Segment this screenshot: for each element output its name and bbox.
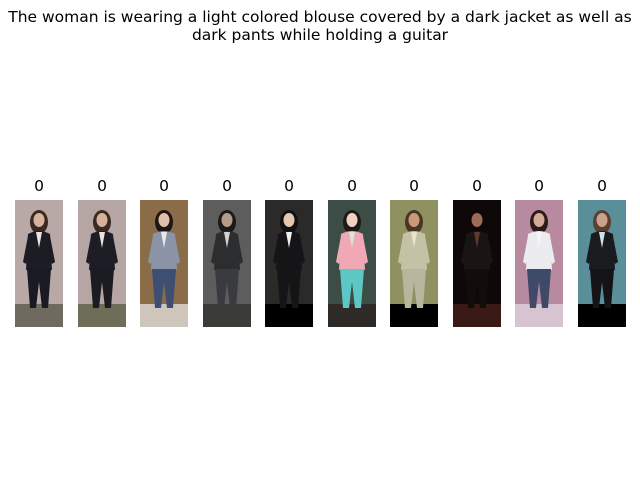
result-image bbox=[453, 200, 501, 327]
person-thumbnail bbox=[453, 200, 501, 327]
result-score: 0 bbox=[597, 177, 607, 195]
result-score: 0 bbox=[222, 177, 232, 195]
person-thumbnail bbox=[578, 200, 626, 327]
result-image bbox=[140, 200, 188, 327]
result-image bbox=[390, 200, 438, 327]
person-thumbnail bbox=[390, 200, 438, 327]
result-image bbox=[78, 200, 126, 327]
result-score: 0 bbox=[97, 177, 107, 195]
result-score: 0 bbox=[284, 177, 294, 195]
person-thumbnail bbox=[203, 200, 251, 327]
result-image bbox=[328, 200, 376, 327]
result-image bbox=[203, 200, 251, 327]
figure-title: The woman is wearing a light colored blo… bbox=[8, 8, 632, 44]
result-score: 0 bbox=[347, 177, 357, 195]
result-score: 0 bbox=[409, 177, 419, 195]
person-thumbnail bbox=[265, 200, 313, 327]
person-thumbnail bbox=[15, 200, 63, 327]
result-image bbox=[515, 200, 563, 327]
result-image bbox=[15, 200, 63, 327]
result-score: 0 bbox=[534, 177, 544, 195]
result-score: 0 bbox=[159, 177, 169, 195]
person-thumbnail bbox=[140, 200, 188, 327]
result-image bbox=[578, 200, 626, 327]
person-thumbnail bbox=[78, 200, 126, 327]
person-thumbnail bbox=[515, 200, 563, 327]
result-score: 0 bbox=[472, 177, 482, 195]
person-thumbnail bbox=[328, 200, 376, 327]
result-image bbox=[265, 200, 313, 327]
result-score: 0 bbox=[34, 177, 44, 195]
